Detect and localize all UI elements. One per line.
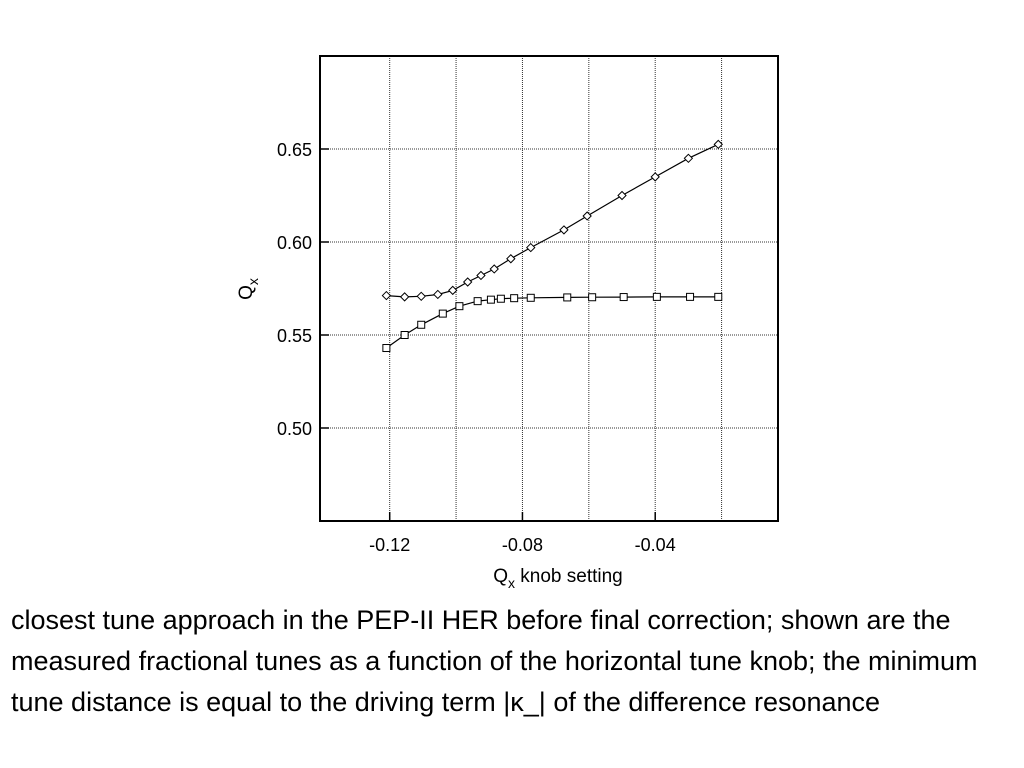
data-point-square <box>473 297 482 306</box>
y-tick-label: 0.60 <box>277 233 312 253</box>
x-tick-label: -0.04 <box>635 535 676 555</box>
plot-frame <box>319 55 779 522</box>
x-axis-label: Qx knob setting <box>493 566 623 591</box>
y-tick-label: 0.55 <box>277 326 312 346</box>
data-point-square <box>438 309 447 318</box>
series-line-2 <box>386 296 719 349</box>
data-point-diamond <box>683 153 694 164</box>
data-point-square <box>563 293 572 302</box>
data-point-square <box>652 292 661 301</box>
data-point-square <box>714 292 723 301</box>
data-point-diamond <box>526 242 536 253</box>
data-point-diamond <box>448 285 458 296</box>
data-point-square <box>486 295 495 304</box>
data-point-diamond <box>506 254 516 264</box>
chart: -0.12 -0.08 -0.04 0.50 0.55 0.60 0.65 Qx knob … <box>236 55 779 591</box>
y-tick-label: 0.50 <box>277 419 312 439</box>
plot-area <box>320 56 778 521</box>
data-point-square <box>382 344 391 353</box>
data-point-diamond <box>582 211 592 221</box>
data-point-square <box>496 294 505 303</box>
data-point-diamond <box>713 139 723 150</box>
data-point-diamond <box>617 190 627 201</box>
data-point-diamond <box>650 172 660 182</box>
data-point-diamond <box>559 225 569 235</box>
x-tick-label: -0.08 <box>502 535 543 555</box>
data-point-diamond <box>476 270 486 281</box>
series-line-1 <box>386 143 719 298</box>
data-point-square <box>417 320 426 329</box>
data-point-diamond <box>416 291 426 302</box>
data-point-square <box>526 293 535 302</box>
data-point-square <box>686 292 695 301</box>
data-point-square <box>510 294 519 303</box>
figure-caption: closest tune approach in the PEP-II HER … <box>11 605 978 717</box>
y-axis-label: Qx <box>236 278 261 300</box>
series-layer <box>381 139 723 353</box>
x-tick-label: -0.12 <box>369 535 410 555</box>
data-point-diamond <box>399 292 410 302</box>
data-point-square <box>455 302 464 311</box>
ticks: -0.12 -0.08 -0.04 0.50 0.55 0.60 0.65 <box>277 140 676 555</box>
data-point-square <box>400 331 409 339</box>
data-point-diamond <box>433 289 443 300</box>
data-point-square <box>588 293 597 302</box>
data-point-diamond <box>381 290 392 301</box>
y-tick-label: 0.65 <box>277 140 312 160</box>
data-point-square <box>619 293 628 302</box>
data-point-diamond <box>489 264 499 274</box>
data-point-diamond <box>462 277 473 287</box>
